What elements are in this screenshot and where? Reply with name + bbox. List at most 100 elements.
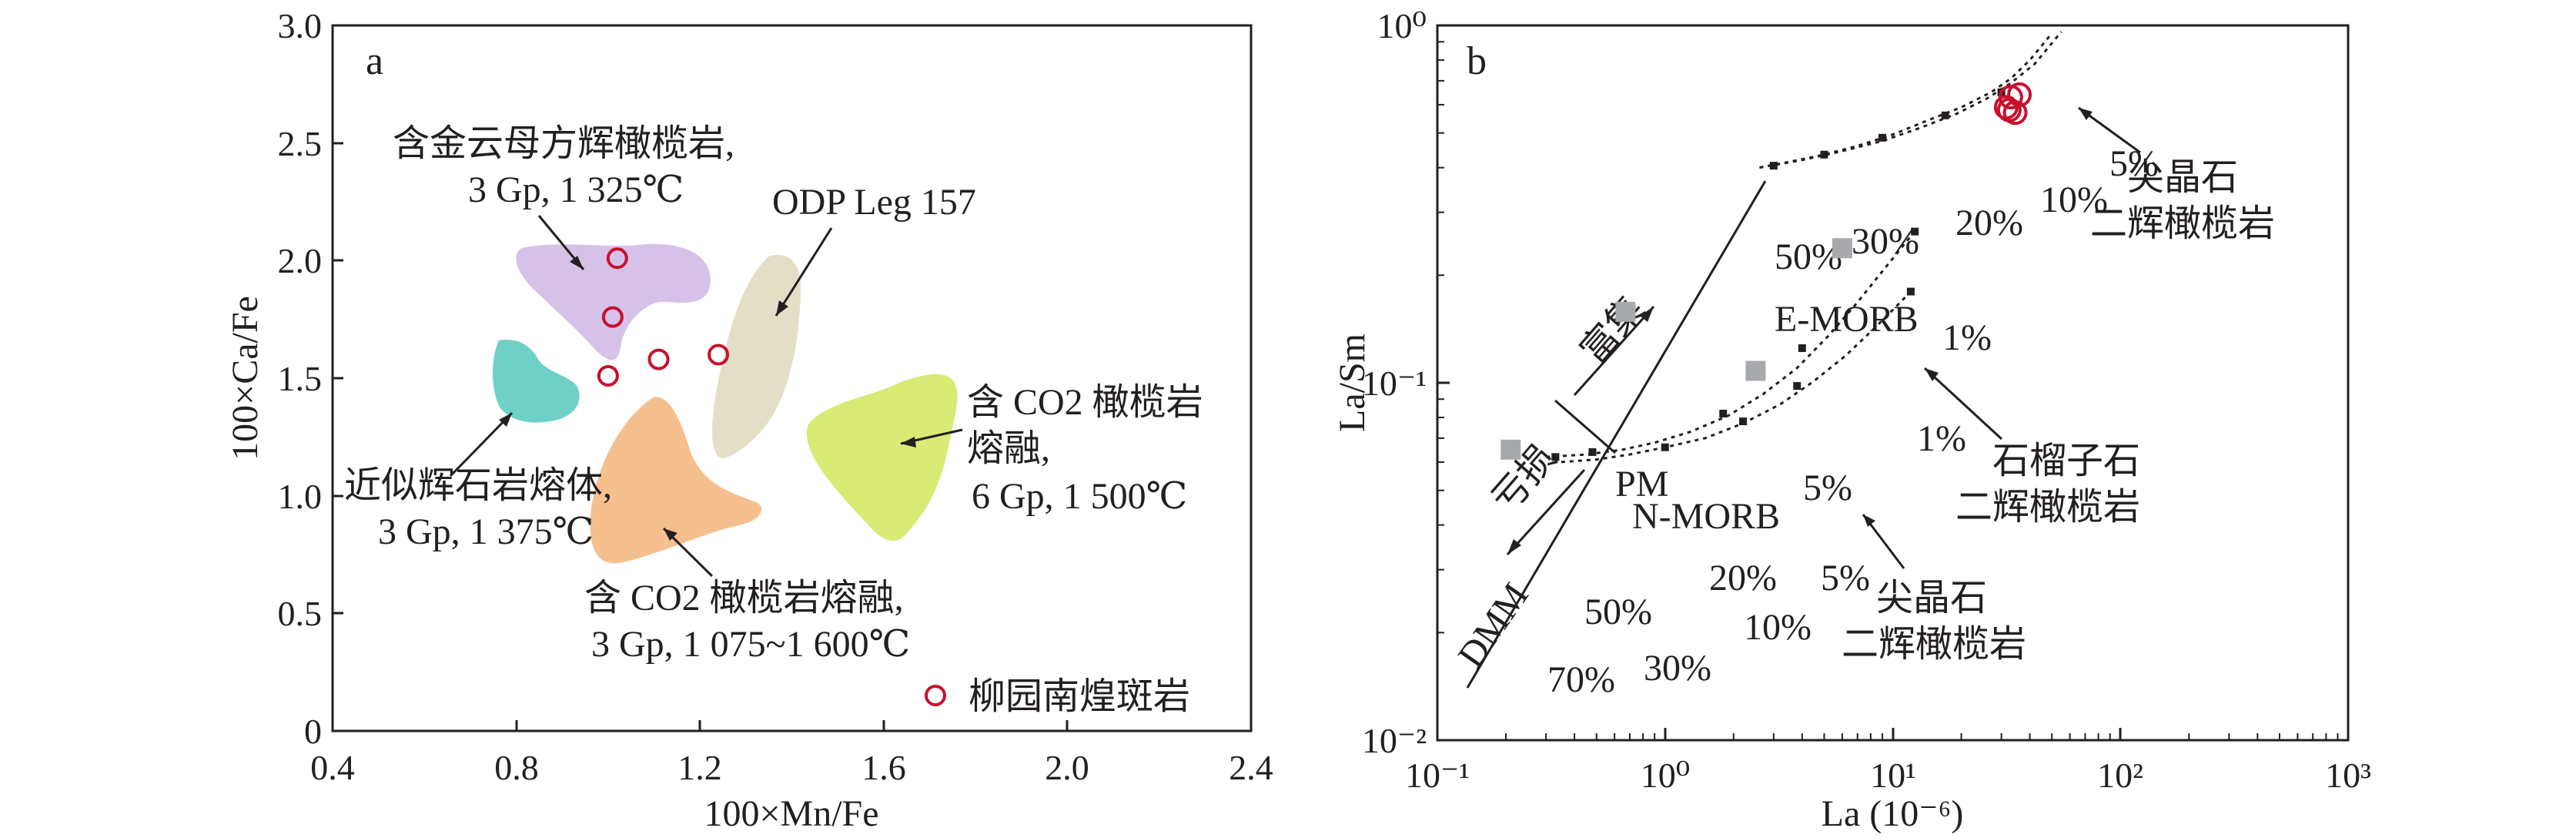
panel-b-sample-points [1993,82,2032,126]
ref-label-n-morb: N-MORB [1632,496,1780,537]
reference-point-e-morb [1832,238,1852,259]
label-depleted: 亏损 [1484,437,1564,520]
sample-point [597,364,619,387]
panel-b-minor-ticks [1437,41,2339,740]
x-tick-label: 10² [2097,756,2143,795]
melting-curve [1759,31,2062,169]
label-co2-6gp-line1: 含 CO2 橄榄岩 [967,382,1203,423]
x-tick-label: 10⁻¹ [1405,756,1470,795]
reference-point-n-morb [1745,360,1766,381]
panel-b: 10⁻¹ 10⁰ 10¹ 10² 10³ 10⁻² 10⁻¹ 10⁰ La (1… [1332,6,2371,834]
panel-a-y-ticks [333,24,343,732]
field-pyroxenite-melt [492,340,580,423]
pct-label: 5% [1821,558,1870,598]
melt-fraction-marker [1793,382,1802,391]
panel-b-curve-labels: 尖晶石 二辉橄榄岩 石榴子石 二辉橄榄岩 尖晶石 二辉橄榄岩 [1842,157,2275,665]
y-tick-label: 0.5 [278,594,323,633]
garnet-curve-label-line1: 石榴子石 [1992,441,2140,481]
panel-b-reference-points [1500,238,1852,460]
panel-b-x-tick-labels: 10⁻¹ 10⁰ 10¹ 10² 10³ [1405,756,2371,795]
upper-curve-label-line1: 尖晶石 [2127,157,2238,198]
pct-label: 10% [1744,607,1812,648]
label-pyroxenite-line2: 3 Gp, 1 375℃ [378,511,594,552]
melt-fraction-marker [1719,409,1728,417]
label-co2-3gp-line2: 3 Gp, 1 075~1 600℃ [591,624,910,665]
arrow-garnet-curve [1923,367,2003,441]
arrowhead [664,528,677,541]
panel-b-x-axis-label: La (10⁻⁶) [1822,793,1964,834]
panel-a-x-tick-labels: 0.4 0.8 1.2 1.6 2.0 2.4 [310,748,1273,787]
sample-point [708,344,730,366]
panel-a-annotations: 含金云母方辉橄榄岩, 3 Gp, 1 325℃ ODP Leg 157 近似辉石… [344,123,1203,665]
arrowhead [776,300,788,316]
arrowhead [1640,307,1654,322]
panel-a-letter: a [366,39,383,83]
label-phlogopite-line2: 3 Gp, 1 325℃ [468,169,684,210]
label-odp: ODP Leg 157 [772,182,976,223]
y-tick-label: 10⁻² [1362,721,1427,760]
y-tick-label: 1.5 [278,359,323,398]
melting-curve [1546,230,1916,458]
pct-label: 30% [1852,221,1919,262]
y-tick-label: 10⁻¹ [1362,364,1427,403]
label-pyroxenite-line1: 近似辉石岩熔体, [344,465,612,506]
lower-curve-label-line2: 二辉橄榄岩 [1842,624,2026,665]
x-tick-label: 0.8 [494,748,539,787]
panel-b-y-axis-label: La/Sm [1332,334,1373,432]
garnet-curve-label-line2: 二辉橄榄岩 [1955,487,2140,528]
pct-label: 30% [1644,648,1711,689]
field-phlogopite-harzburgite [516,243,711,360]
label-co2-3gp-line1: 含 CO2 橄榄岩熔融, [584,578,904,618]
panel-b-trend-lines [1466,180,1767,689]
label-co2-6gp-line2: 熔融, [967,428,1050,469]
pct-label: 20% [1709,558,1777,598]
melt-fraction-marker [1588,447,1597,456]
divider-line [1554,399,1616,454]
x-tick-label: 10¹ [1870,756,1916,795]
panel-b-x-ticks [1664,728,2122,740]
y-tick-label: 1.0 [278,477,323,516]
arrow-odp [774,227,833,317]
x-tick-label: 2.0 [1045,748,1089,787]
panel-a-sample-points [597,247,730,387]
melt-fraction-marker [1878,133,1886,142]
arrowhead [1863,515,1875,527]
y-tick-label: 0 [304,712,322,751]
panel-a-y-tick-labels: 0 0.5 1.0 1.5 2.0 2.5 3.0 [278,6,323,751]
melt-fraction-marker [1820,150,1828,159]
melt-fraction-marker [1769,162,1778,170]
arrow-pyroxenite [449,411,514,478]
sample-point [1996,97,2022,122]
y-tick-label: 10⁰ [1377,6,1427,45]
x-tick-label: 10⁰ [1641,756,1690,795]
panel-a-legend: 柳园南煌斑岩 [925,676,1190,717]
mixing-line [1466,180,1767,689]
panel-b-y-tick-labels: 10⁻² 10⁻¹ 10⁰ [1362,6,1427,760]
pct-label: 70% [1547,659,1615,700]
lower-curve-label-line1: 尖晶石 [1876,578,1987,618]
depleted-arrow [1506,468,1586,556]
field-co2-peridotite-6gp [806,374,958,541]
panel-a-x-axis-label: 100×Mn/Fe [704,793,878,834]
pct-label: 50% [1584,592,1652,632]
y-tick-label: 2.0 [278,241,323,280]
y-tick-label: 2.5 [278,124,323,163]
arrowhead [901,437,916,447]
upper-curve-label-line2: 二辉橄榄岩 [2090,203,2275,244]
arrowhead [499,413,512,427]
panel-a-y-axis-label: 100×Ca/Fe [225,296,266,461]
legend-label: 柳园南煌斑岩 [969,676,1190,717]
pct-label: 1% [1917,418,1966,459]
pct-label: 5% [1803,468,1852,508]
panel-a: 0.4 0.8 1.2 1.6 2.0 2.4 0 0.5 1.0 1.5 2.… [225,6,1273,834]
pct-label: 5% [2109,143,2159,184]
panel-a-arrows [449,215,963,578]
panel-a-x-ticks [331,720,1253,731]
field-co2-peridotite-3gp [590,397,762,564]
y-tick-label: 3.0 [278,6,323,45]
x-tick-label: 1.6 [861,748,906,787]
panel-b-percent-labels: 50% 30% 20% 10% 5% 1% 1% 5% 20% 50% 70% … [1547,143,2159,700]
melt-fraction-marker [1911,227,1919,236]
melt-fraction-marker [1661,443,1669,451]
